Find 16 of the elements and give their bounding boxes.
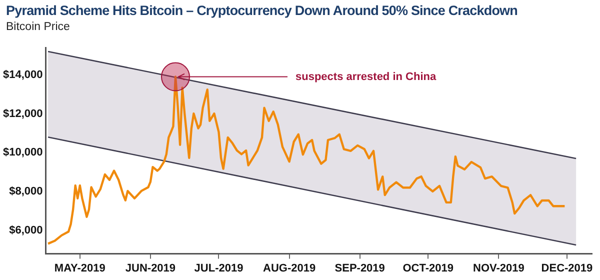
x-tick-label: SEP-2019 [334,262,385,274]
x-tick-label: OCT-2019 [402,262,454,274]
x-tick-label: AUG-2019 [263,262,316,274]
x-tick-label: JUL-2019 [194,262,244,274]
annotation: suspects arrested in China [295,70,437,83]
y-tick-label: $8,000 [9,186,43,198]
y-tick-label: $14,000 [2,68,43,81]
y-axis-title: Bitcoin Price [6,21,70,33]
x-tick-label: MAY-2019 [54,262,106,274]
x-tick-label: NOV-2019 [472,262,524,274]
y-tick-label: $10,000 [2,146,43,159]
y-tick-label: $6,000 [9,224,43,236]
x-tick-label: JUN-2019 [125,262,176,274]
chart-title: Pyramid Scheme Hits Bitcoin – Cryptocurrency Down Around 50% Since Crackdown [6,3,518,18]
y-tick-label: $12,000 [2,108,43,120]
x-tick-label: DEC-2019 [541,262,593,274]
